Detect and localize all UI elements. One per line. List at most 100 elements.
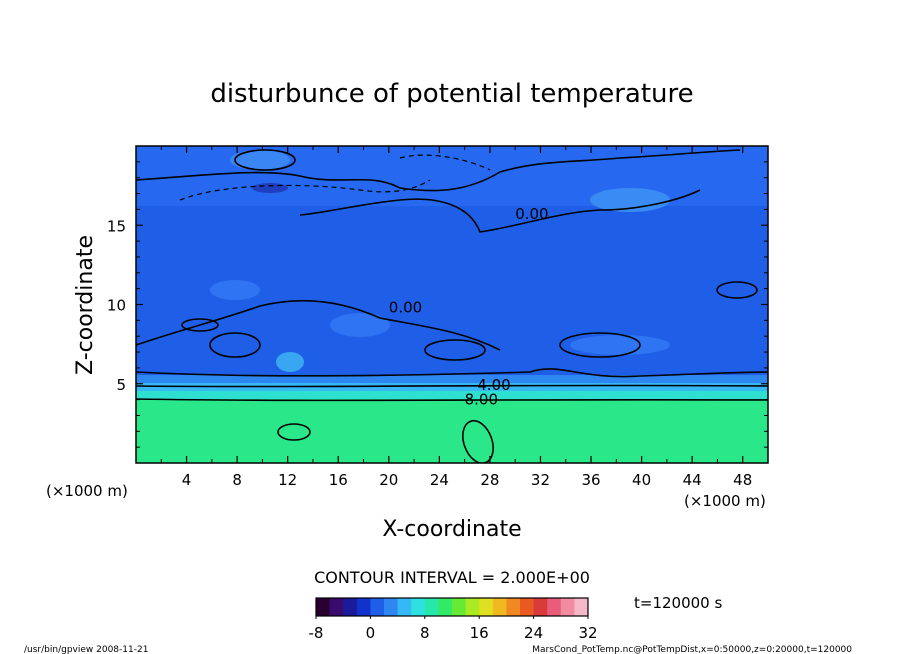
colorbar-swatch [583,598,589,616]
colorbar-swatch [424,598,430,616]
time-label: t=120000 s [634,594,722,612]
field-band-3 [136,391,768,399]
colorbar-swatch [456,598,462,616]
x-axis: 4 8 12 16 20 24 28 32 36 40 44 48 [160,146,752,489]
colorbar-swatch [488,598,494,616]
colorbar-swatch [565,598,571,616]
colorbar-swatch [397,598,403,616]
x-tick-label: 4 [182,471,192,489]
colorbar-swatch [556,598,562,616]
contour-blob-4 [209,332,261,358]
x-tick-label: 36 [581,471,600,489]
colorbar-tick-label: 16 [470,624,489,642]
colorbar-swatch [461,598,467,616]
contour-four [136,384,768,388]
colorbar-ticks: -8 0 8 16 24 32 [309,616,598,642]
plot-area: 0.000.000.000.004.008.00 [136,145,864,463]
colorbar-swatch [569,598,575,616]
x-tick-label: 32 [531,471,550,489]
y-tick-label: 10 [107,297,126,315]
x-tick-label: 24 [430,471,449,489]
x-unit-left: (×1000 m) [46,482,128,500]
colorbar-swatch [524,598,530,616]
contour-zero-low [136,299,501,351]
contour-label: 0.00 [831,145,864,163]
contour-label: 0.00 [389,298,422,316]
colorbar-swatch [433,598,439,616]
contour-neg-1 [179,179,431,201]
colorbar-swatch [506,598,512,616]
colorbar-swatch [415,598,421,616]
field-mid-patch-3 [570,335,670,355]
y-tick-label: 5 [116,376,126,394]
contour-zero-mid [299,189,701,233]
colorbar-swatch [374,598,380,616]
colorbar-swatch [542,598,548,616]
contour-blob-7 [181,318,219,332]
colorbar-swatch [347,598,353,616]
field-mid-patch-4 [276,352,304,372]
colorbar-swatch [465,598,471,616]
field-band-2 [136,383,768,391]
colorbar-swatch [492,598,498,616]
y-axis-title: Z-coordinate [73,235,98,375]
colorbar-swatch [533,598,539,616]
colorbar-swatch [438,598,444,616]
contour-lines [136,149,768,463]
field-band-1 [136,375,768,383]
colorbar-swatch [420,598,426,616]
colorbar-tick-label: 0 [366,624,376,642]
colorbar-swatch [529,598,535,616]
contour-blob-1 [277,423,311,441]
x-axis-title: X-coordinate [382,517,521,542]
colorbar-swatch [384,598,390,616]
colorbar-swatch [388,598,394,616]
colorbar-tick-label: -8 [309,624,324,642]
colorbar-swatch [574,598,580,616]
x-unit-right: (×1000 m) [684,492,766,510]
x-tick-label: 48 [733,471,752,489]
colorbar-swatch [370,598,376,616]
colorbar-tick-label: 24 [524,624,543,642]
colorbar-swatch [365,598,371,616]
colorbar-swatch [447,598,453,616]
x-tick-label: 8 [232,471,242,489]
colorbar-swatch [429,598,435,616]
colorbar-swatch [578,598,584,616]
colorbar-swatch [329,598,335,616]
colorbar-swatch [547,598,553,616]
y-tick-label: 15 [107,217,126,235]
colorbar-swatch [474,598,480,616]
contour-neg-2 [399,154,491,171]
colorbar-swatch [338,598,344,616]
colorbar-swatch [393,598,399,616]
contour-zero-bottom [136,368,768,378]
field-mid-patch-2 [330,313,390,337]
colorbar-swatch [406,598,412,616]
colorbar-swatch [470,598,476,616]
field-dark-patch [252,183,288,193]
colorbar-swatch [325,598,331,616]
contour-blob-3 [234,149,296,171]
footer-right: MarsCond_PotTemp.nc@PotTempDist,x=0:5000… [532,645,852,654]
contour-label: 4.00 [477,376,510,394]
x-tick-label: 20 [379,471,398,489]
colorbar-swatch [479,598,485,616]
colorbar-swatch [352,598,358,616]
contour-blob-5 [559,332,641,358]
colorbar-swatch [442,598,448,616]
contour-negative [179,154,491,201]
colorbar-tick-label: 32 [578,624,597,642]
colorbar-tick-label: 8 [420,624,430,642]
y-axis: 5 10 15 [107,161,768,448]
colorbar-swatch [320,598,326,616]
colorbar-swatch [483,598,489,616]
colorbar-swatch [560,598,566,616]
x-tick-label: 16 [329,471,348,489]
field-band-4 [136,399,768,463]
colorbar-swatch [343,598,349,616]
colorbar-swatch [538,598,544,616]
contour-label: 0.00 [515,205,548,223]
field-mid-patch-1 [210,280,260,300]
